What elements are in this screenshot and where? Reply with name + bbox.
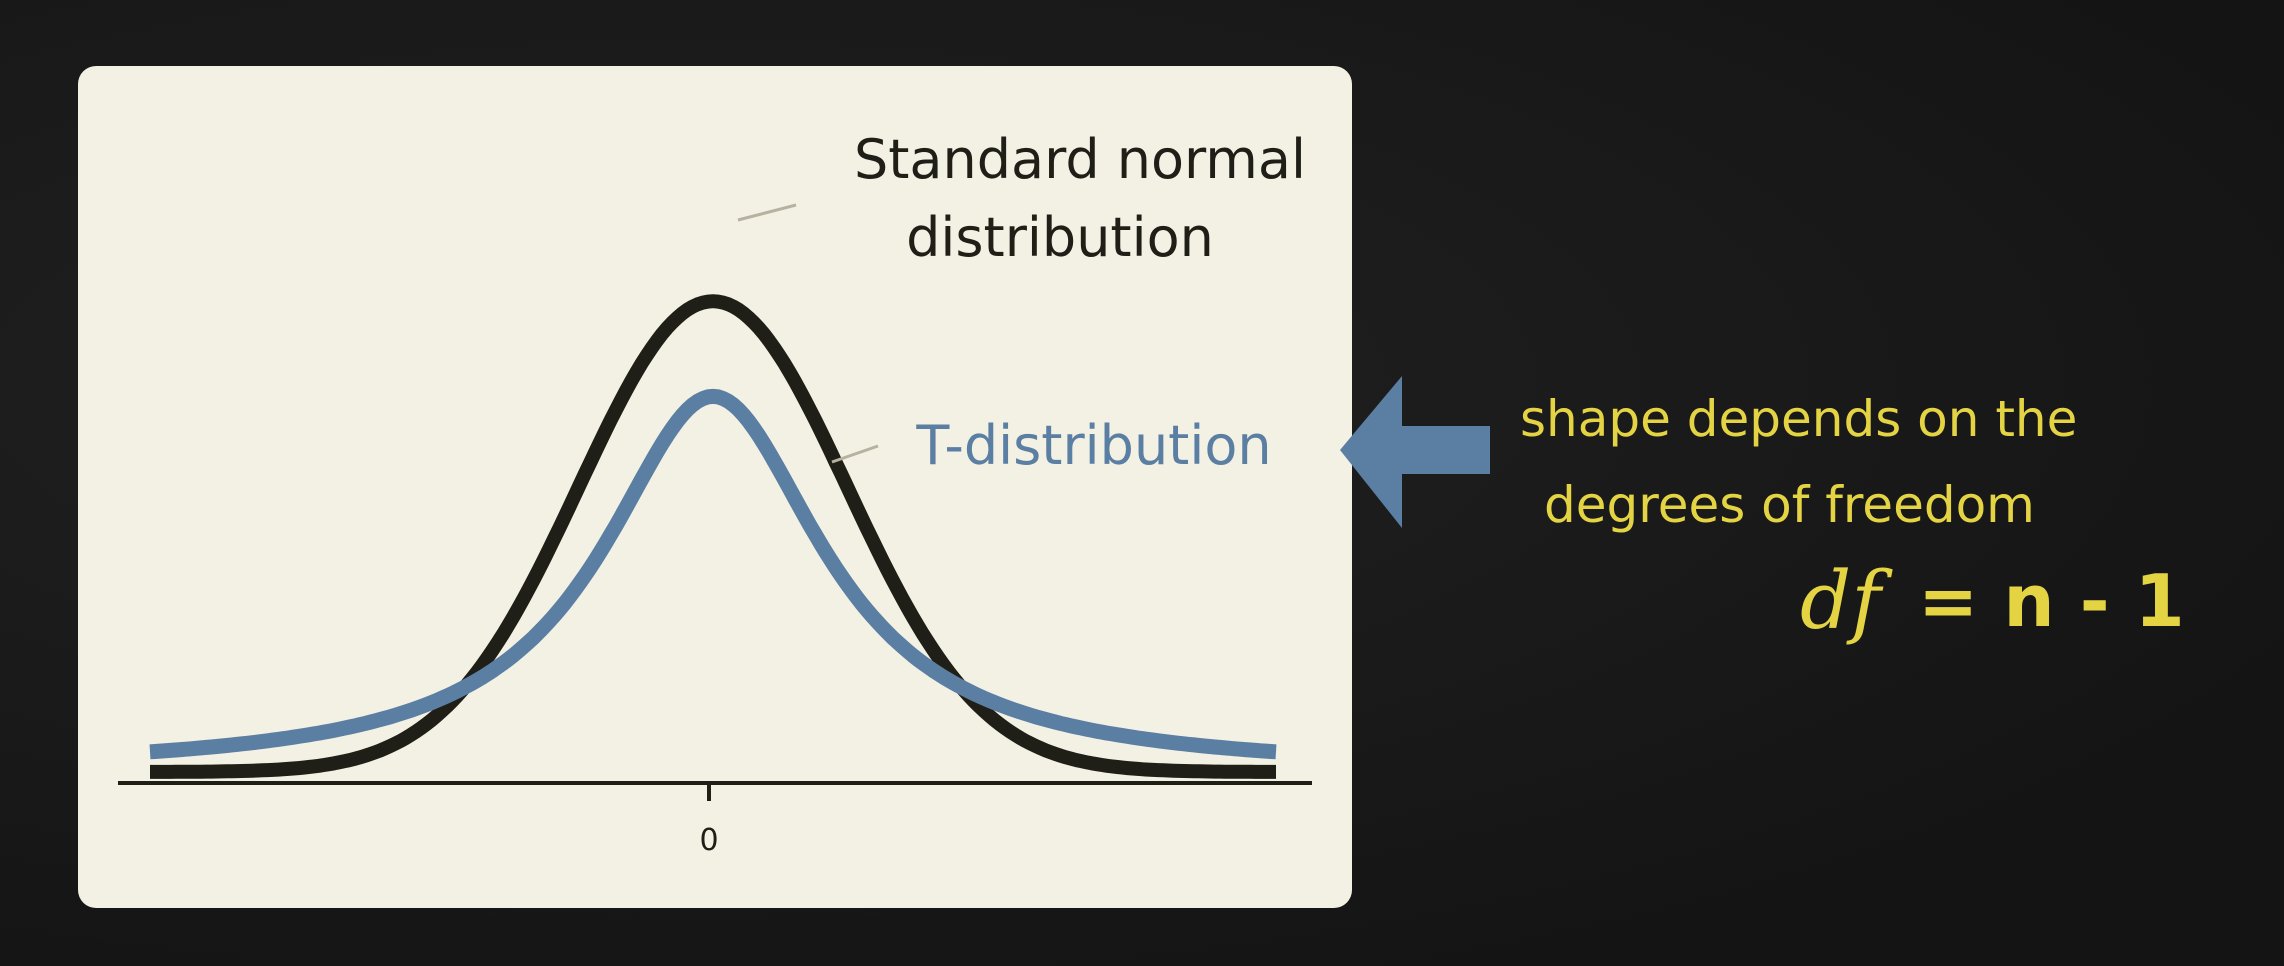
normal-series-label-line2: distribution [906,206,1214,269]
t-distribution-curve [147,388,1279,760]
standard-normal-curve [148,294,1278,779]
x-tick-label-0: 0 [699,823,718,858]
normal-series-label-line1: Standard normal [854,128,1306,191]
left-arrow-icon [1340,376,1490,528]
annotation-line2: degrees of freedom [1544,476,2035,534]
formula-df: df [1800,554,1893,647]
t-label-pointer [831,444,879,464]
formula-rhs: = n - 1 [1918,559,2185,643]
annotation-line1: shape depends on the [1520,390,2077,448]
t-series-label: T-distribution [915,414,1271,477]
normal-label-pointer [737,203,797,222]
